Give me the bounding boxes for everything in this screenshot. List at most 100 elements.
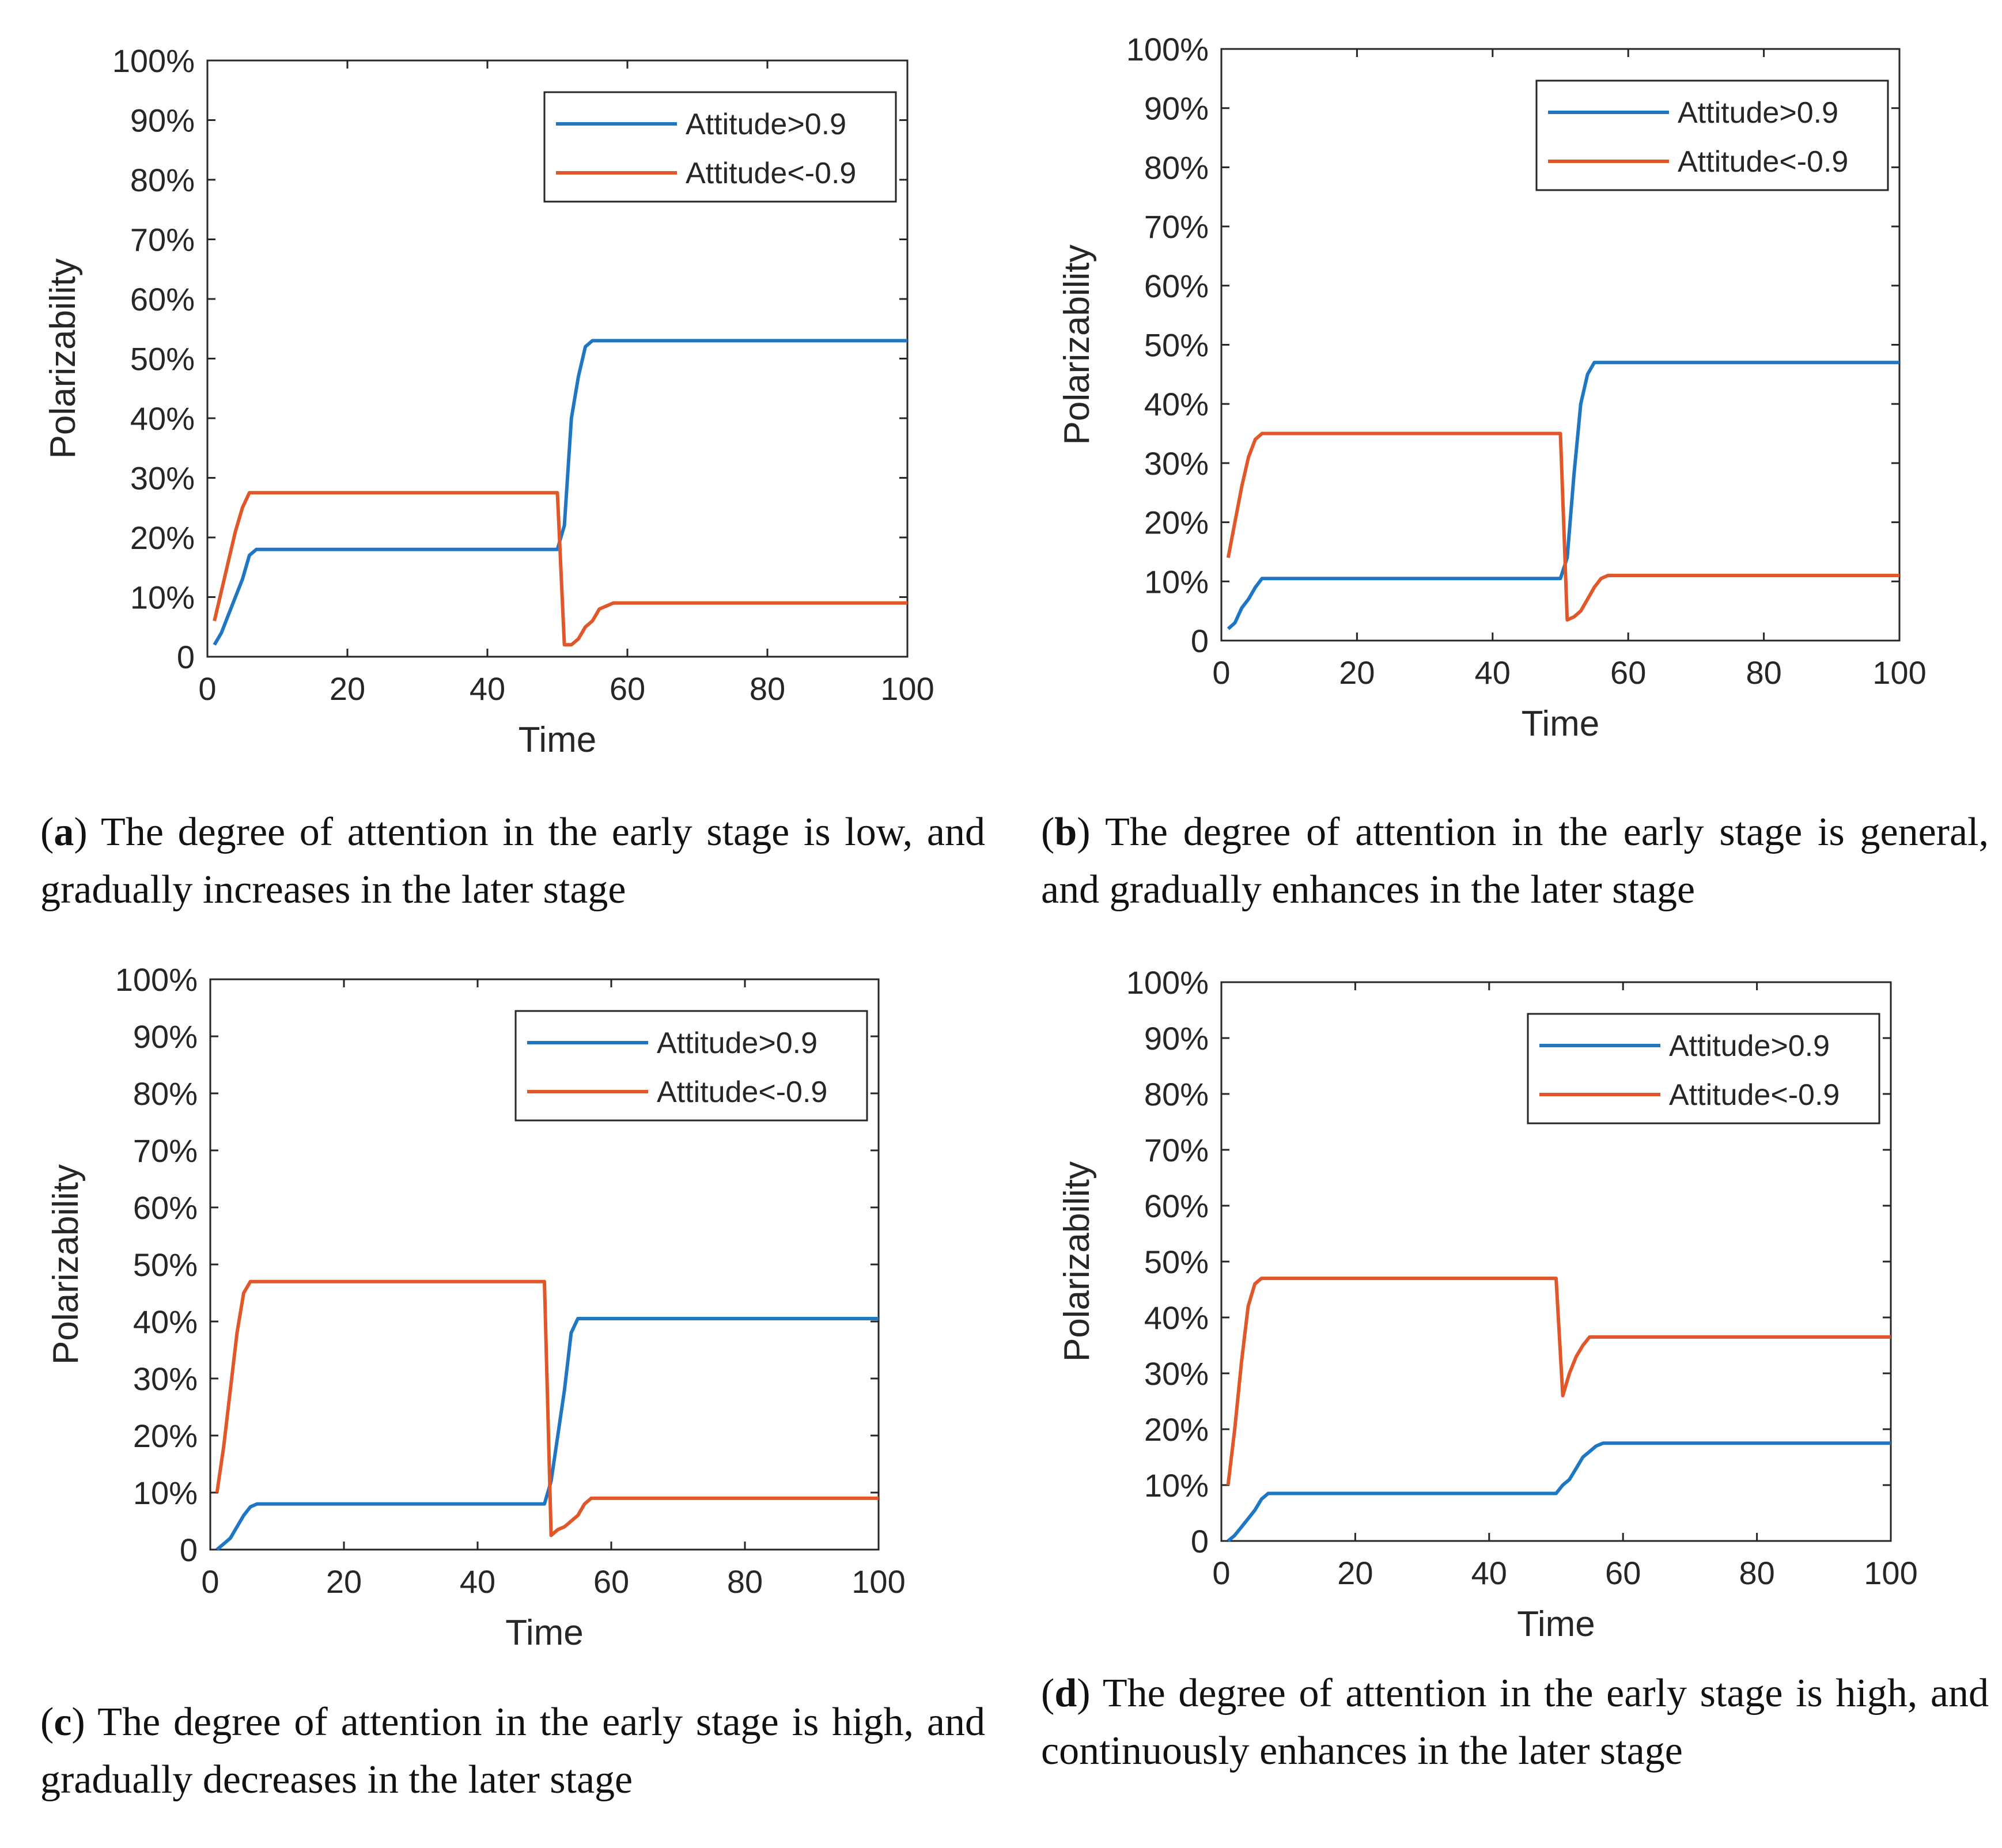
x-tick-label: 40 [460,1563,495,1600]
y-axis-title: Polarizability [1057,1161,1097,1362]
y-tick-label: 30% [133,1361,198,1397]
chart-b: 0 20 40 60 80 100 0 10% 20% 30% 40% 50% 60% 70% 80% 90%… [1057,31,1927,744]
y-tick-label: 90% [1144,90,1209,127]
caption-c-label: c [54,1700,72,1744]
y-tick-label: 10% [1144,1467,1209,1504]
y-tick-label: 70% [1144,209,1209,245]
x-axis-title: Time [1517,1604,1595,1644]
panel-c: 0 20 40 60 80 100 0 10% 20% 30% 40% 50% 60% 70% 80% 90%… [0,927,1001,1848]
y-tick-label: 10% [1144,563,1209,600]
y-tick-label: 30% [130,460,195,497]
x-tick-label: 80 [727,1563,763,1600]
chart-d: 0 20 40 60 80 100 0 10% 20% 30% 40% 50% 60% 70% 80% 90%… [1057,964,1918,1644]
y-tick-label: 80% [130,162,195,198]
x-tick-label: 100 [851,1563,905,1600]
x-tick-label: 80 [750,671,785,707]
caption-d-label: d [1054,1671,1077,1716]
y-tick-label: 100% [1126,964,1209,1001]
y-tick-label: 0 [1191,623,1209,659]
y-tick-label: 50% [1144,327,1209,363]
y-tick-label: 10% [130,580,195,616]
x-axis-title: Time [519,720,596,760]
y-tick-label: 0 [180,1532,198,1568]
panel-b: 0 20 40 60 80 100 0 10% 20% 30% 40% 50% 60% 70% 80% 90%… [1001,0,2002,927]
legend-label: Attitude>0.9 [657,1027,818,1060]
y-tick-label: 40% [130,400,195,437]
y-tick-label: 70% [1144,1132,1209,1168]
y-tick-label: 100% [1126,31,1209,67]
legend-label: Attitude>0.9 [1669,1029,1830,1063]
panel-d: 0 20 40 60 80 100 0 10% 20% 30% 40% 50% 60% 70% 80% 90%… [1001,927,2002,1848]
legend-label: Attitude<-0.9 [657,1076,827,1109]
y-tick-label: 0 [1191,1523,1209,1559]
legend-box [514,1010,868,1122]
x-tick-label: 40 [1475,654,1511,691]
y-tick-label: 20% [1144,505,1209,541]
series-line-attitude-below [1226,1277,1891,1486]
chart-c: 0 20 40 60 80 100 0 10% 20% 30% 40% 50% 60% 70% 80% 90%… [46,961,906,1653]
x-tick-label: 0 [201,1563,219,1600]
y-tick-label: 10% [133,1475,198,1511]
y-tick-label: 0 [177,639,195,675]
caption-d-text: The degree of attention in the early sta… [1041,1671,1989,1773]
y-tick-label: 90% [130,103,195,139]
panel-a: 0 20 40 60 80 100 0 10% 20% 30% 40% 50% 60% 70% 80% 90%… [0,0,1001,927]
x-tick-label: 20 [1337,1555,1373,1591]
x-tick-label: 20 [1339,654,1375,691]
legend-label: Attitude>0.9 [686,108,846,141]
caption-c: (c) The degree of attention in the early… [40,1700,985,1802]
y-tick-label: 80% [133,1076,198,1112]
y-tick-label: 20% [133,1418,198,1454]
x-tick-label: 100 [1864,1555,1917,1591]
y-tick-label: 80% [1144,149,1209,185]
caption-b: (b) The degree of attention in the early… [1041,810,1989,912]
x-tick-label: 0 [198,671,216,707]
y-tick-label: 40% [1144,1300,1209,1336]
chart-a: 0 20 40 60 80 100 0 10% 20% 30% 40% 50% 60% 70% 80% 90%… [43,43,934,760]
x-tick-label: 40 [1471,1555,1507,1591]
y-tick-label: 60% [130,281,195,317]
y-tick-label: 60% [1144,268,1209,304]
caption-b-text: The degree of attention in the early sta… [1041,810,1989,912]
y-tick-label: 100% [112,43,195,79]
y-tick-label: 20% [130,520,195,556]
y-tick-label: 50% [133,1247,198,1283]
x-axis-title: Time [505,1613,583,1653]
series-line-attitude-above [1227,1441,1891,1543]
legend-label: Attitude>0.9 [1678,96,1838,130]
legend-box [543,91,897,203]
y-tick-label: 90% [1144,1020,1209,1056]
caption-c-text: The degree of attention in the early sta… [40,1700,985,1802]
y-tick-label: 100% [115,961,198,998]
y-axis-title: Polarizability [1057,244,1097,445]
y-tick-label: 40% [1144,386,1209,422]
x-tick-label: 0 [1212,1555,1230,1591]
legend-label: Attitude<-0.9 [686,157,856,190]
caption-a-label: a [54,810,74,854]
y-tick-label: 70% [130,222,195,258]
y-tick-label: 30% [1144,445,1209,482]
y-tick-label: 80% [1144,1076,1209,1112]
y-tick-label: 90% [133,1018,198,1055]
x-tick-label: 20 [330,671,365,707]
y-axis-title: Polarizability [46,1164,86,1365]
caption-d: (d) The degree of attention in the early… [1041,1671,1989,1773]
legend-label: Attitude<-0.9 [1669,1078,1840,1112]
series-line-attitude-below [215,1279,879,1538]
x-tick-label: 60 [593,1563,629,1600]
caption-a-text: The degree of attention in the early sta… [40,810,985,912]
x-tick-label: 0 [1212,654,1230,691]
x-tick-label: 20 [326,1563,362,1600]
y-tick-label: 30% [1144,1355,1209,1392]
x-tick-label: 60 [610,671,645,707]
y-tick-label: 50% [1144,1244,1209,1280]
x-tick-label: 60 [1610,654,1646,691]
legend-box [1535,79,1889,191]
x-tick-label: 100 [880,671,934,707]
y-tick-label: 60% [1144,1188,1209,1224]
series-line-attitude-below [1226,431,1899,622]
y-axis-title: Polarizability [43,258,83,459]
legend-box [1527,1013,1880,1124]
x-tick-label: 60 [1605,1555,1641,1591]
y-tick-label: 60% [133,1190,198,1226]
